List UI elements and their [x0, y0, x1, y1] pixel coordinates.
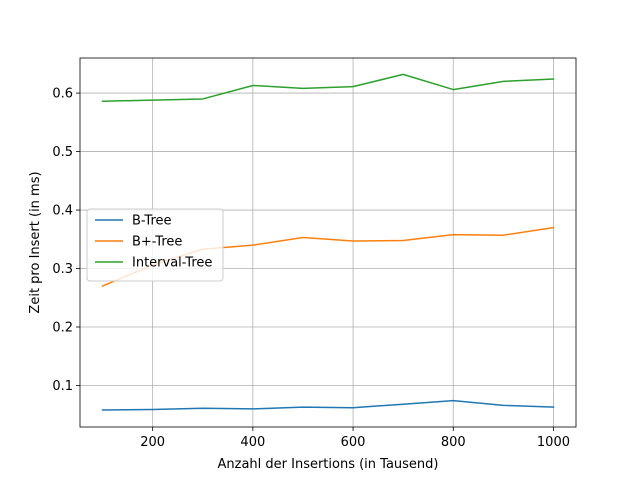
legend: B-Tree B+-Tree Interval-Tree: [86, 208, 224, 282]
legend-label: Interval-Tree: [132, 256, 212, 271]
y-tick-label: 0.1: [52, 379, 73, 394]
y-tick-label: 0.3: [52, 262, 73, 277]
y-tick-label: 0.2: [52, 321, 73, 336]
x-axis-label: Anzahl der Insertions (in Tausend): [217, 457, 438, 472]
x-tick-label: 1000: [537, 435, 570, 450]
y-axis-label: Zeit pro Insert (in ms): [28, 171, 43, 313]
axis-ticks: 200 400 600 800 1000 0.1 0.2 0.3 0.4 0.5 0.6: [52, 87, 570, 450]
x-tick-label: 800: [441, 435, 466, 450]
y-tick-label: 0.4: [52, 204, 73, 219]
x-tick-label: 400: [240, 435, 265, 450]
plot-area-frame: [79, 57, 577, 428]
series-line-b-tree: [101, 399, 555, 411]
y-tick-label: 0.6: [52, 87, 73, 102]
legend-label: B-Tree: [132, 214, 172, 229]
grid: [80, 58, 576, 427]
legend-label: B+-Tree: [132, 235, 182, 250]
legend-box: [86, 208, 224, 282]
series-line-interval-tree: [101, 73, 555, 103]
y-tick-label: 0.5: [52, 145, 73, 160]
x-tick-label: 200: [140, 435, 165, 450]
x-tick-label: 600: [341, 435, 366, 450]
